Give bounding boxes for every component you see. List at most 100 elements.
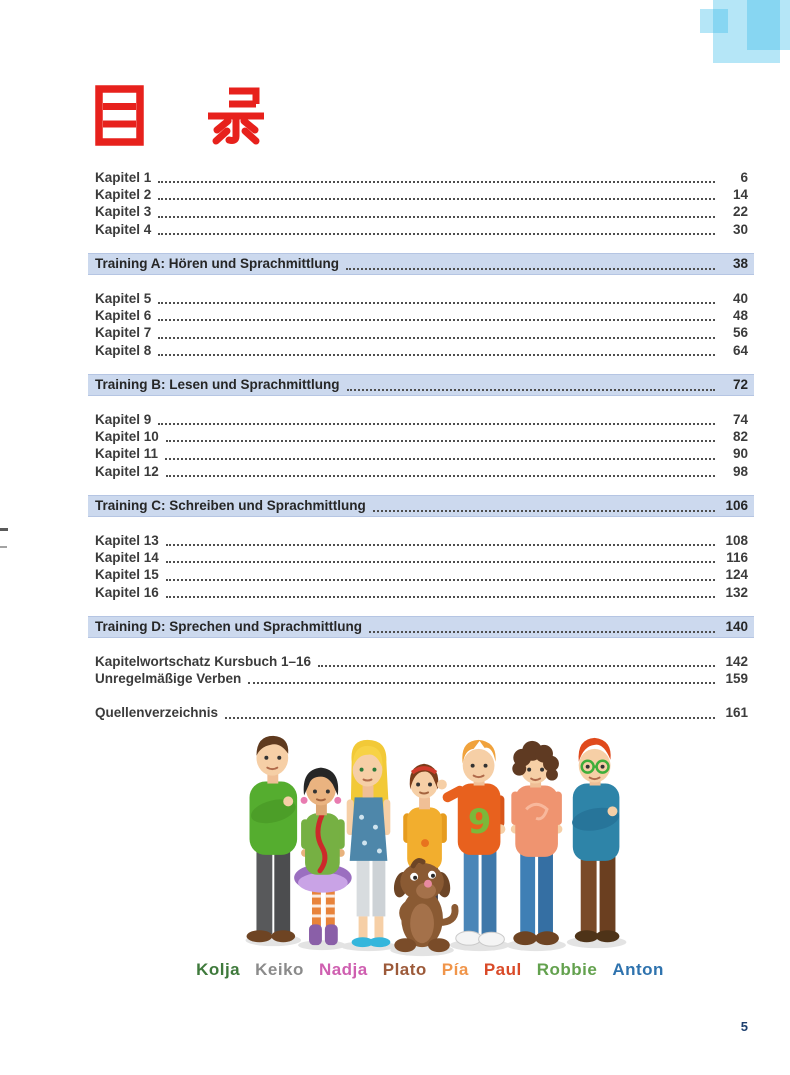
toc-label: Kapitelwortschatz Kursbuch 1–16 [95,654,312,670]
shirt-number: 9 [468,802,491,841]
dot-leader [248,682,715,685]
toc-page-number: 48 [732,308,748,324]
toc-page-number: 30 [732,221,748,237]
toc-page-number: 140 [725,619,748,635]
toc-label: Kapitel 1 [95,170,152,185]
dot-leader [158,232,715,235]
dot-leader [165,578,715,581]
dot-leader [165,544,715,547]
dot-leader [158,319,715,322]
character-names-row: Kolja Keiko Nadja Plato Pía Paul Robbie … [196,960,663,980]
toc-training-row: Training C: Schreiben und Sprachmittlung… [88,494,754,518]
toc-page-number: 132 [725,584,748,600]
corner-square-decoration [713,0,780,63]
toc-page-number: 56 [732,325,748,341]
character-plato-dog [390,858,459,957]
dot-leader [165,561,715,564]
toc-label: Kapitel 8 [95,342,152,358]
toc-label: Training C: Schreiben und Sprachmittlung [95,498,366,514]
toc-page-number: 142 [725,654,748,670]
dot-leader [158,302,715,305]
toc-row: Kapitelwortschatz Kursbuch 1–16 142 [95,653,748,670]
toc-label: Kapitel 15 [95,567,159,583]
toc-row: Kapitel 12 98 [95,463,748,480]
toc-row: Kapitel 11 90 [95,445,748,462]
toc-label: Kapitel 7 [95,325,152,341]
dot-leader [369,630,715,633]
toc-label: Kapitel 6 [95,308,152,324]
dot-leader [158,215,715,218]
dot-leader [346,388,715,391]
toc-label: Kapitel 5 [95,291,152,307]
dot-leader [158,181,715,184]
toc-row: Unregelmäßige Verben 159 [95,670,748,687]
dot-leader [158,423,715,426]
toc-page-number: 161 [725,705,748,721]
toc-page-number: 116 [726,550,748,566]
toc-page-number: 74 [732,412,748,428]
toc-label: Kapitel 14 [95,550,159,566]
character-nadja [340,739,397,952]
toc-label: Kapitel 4 [95,221,152,237]
toc-label: Kapitel 3 [95,204,152,220]
dot-leader [165,474,715,477]
toc-page-number: 40 [732,291,748,307]
toc-label: Training D: Sprechen und Sprachmittlung [95,619,363,635]
dot-leader [318,665,715,668]
dot-leader [372,509,715,512]
toc-row: Kapitel 14 116 [95,549,748,566]
toc-training-row: Training B: Lesen und Sprachmittlung 72 [88,373,754,397]
dot-leader [158,198,715,201]
toc-page-number: 124 [725,567,748,583]
toc-page-number: 72 [732,377,748,393]
toc-page-number: 38 [732,256,748,272]
toc-label: Kapitel 10 [95,429,159,445]
toc-row: Kapitel 4 30 [95,221,748,238]
toc-label: Kapitel 2 [95,187,152,203]
toc-label: Kapitel 16 [95,584,159,600]
toc-page-number: 108 [725,533,748,549]
edge-print-mark [0,528,8,531]
toc-row: Kapitel 1 6 [95,169,748,186]
toc-page-number: 106 [725,498,748,514]
character-name: Paul [483,960,522,979]
toc-label: Training A: Hören und Sprachmittlung [95,256,339,272]
table-of-contents: Kapitel 1 6 Kapitel 2 14 Kapitel 3 22 Kapit… [88,169,754,722]
toc-row: Kapitel 7 56 [95,324,748,341]
toc-row: Kapitel 13 108 [95,532,748,549]
toc-page-number: 14 [732,187,748,203]
edge-print-mark [0,546,7,548]
character-name: Pía [441,960,469,979]
dot-leader [158,353,715,356]
characters-illustration: 9 [212,728,648,966]
toc-label: Kapitel 13 [95,533,159,549]
character-name: Plato [382,960,427,979]
toc-row: Kapitel 9 74 [95,411,748,428]
dot-leader [158,336,715,339]
toc-row: Kapitel 3 22 [95,203,748,220]
corner-square-decoration [700,9,728,33]
character-keiko [294,767,352,951]
toc-row: Kapitel 10 82 [95,428,748,445]
toc-page-number: 6 [740,170,748,185]
character-anton [566,737,627,949]
toc-label: Training B: Lesen und Sprachmittlung [95,377,340,393]
toc-training-row: Training A: Hören und Sprachmittlung 38 [88,252,754,276]
toc-row: Kapitel 15 124 [95,566,748,583]
toc-page-number: 98 [732,463,748,479]
character-name: Anton [612,960,664,979]
character-kolja [245,735,302,947]
dot-leader [225,716,715,719]
toc-row: Kapitel 2 14 [95,186,748,203]
character-paul: 9 [436,739,510,952]
toc-label: Kapitel 12 [95,463,159,479]
toc-training-row: Training D: Sprechen und Sprachmittlung 1… [88,615,754,639]
corner-square-decoration [747,0,790,50]
toc-page-number: 82 [732,429,748,445]
dot-leader [346,267,715,270]
toc-label: Kapitel 9 [95,412,152,428]
toc-row: Quellenverzeichnis 161 [95,704,748,721]
toc-row: Kapitel 5 40 [95,290,748,307]
folio-page-number: 5 [740,1019,748,1034]
